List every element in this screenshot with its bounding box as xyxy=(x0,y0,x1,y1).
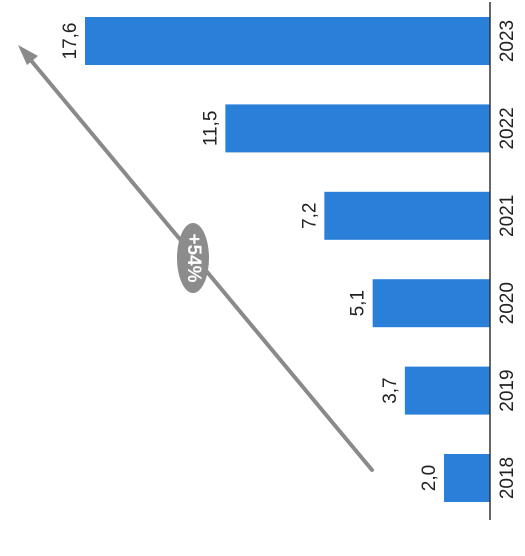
category-label-2022: 2022 xyxy=(497,107,518,149)
arrow-head-icon xyxy=(18,45,38,65)
bar-2020 xyxy=(372,279,490,328)
category-labels-group: 2018 2019 2020 2021 2022 2023 xyxy=(497,20,518,499)
bar-2022 xyxy=(225,104,490,153)
category-label-2019: 2019 xyxy=(497,369,518,411)
growth-badge-label: +54% xyxy=(183,233,204,282)
growth-badge-ellipse xyxy=(177,223,209,293)
bar-2023 xyxy=(85,17,490,65)
category-label-2023: 2023 xyxy=(497,20,518,62)
value-label-2023: 17,6 xyxy=(60,23,81,60)
value-labels-group: 2,0 3,7 5,1 7,2 11,5 17,6 xyxy=(60,23,440,492)
bar-2019 xyxy=(404,366,490,415)
category-label-2021: 2021 xyxy=(497,195,518,237)
growth-badge: +54% xyxy=(177,223,209,293)
value-label-2018: 2,0 xyxy=(419,465,440,491)
category-label-2018: 2018 xyxy=(497,457,518,499)
value-label-2019: 3,7 xyxy=(380,377,401,403)
value-label-2022: 11,5 xyxy=(200,111,221,147)
value-label-2020: 5,1 xyxy=(348,290,369,316)
bars-group xyxy=(85,17,490,502)
bar-2021 xyxy=(324,191,490,240)
value-label-2021: 7,2 xyxy=(299,203,320,229)
bar-2018 xyxy=(443,454,490,502)
category-label-2020: 2020 xyxy=(497,282,518,324)
